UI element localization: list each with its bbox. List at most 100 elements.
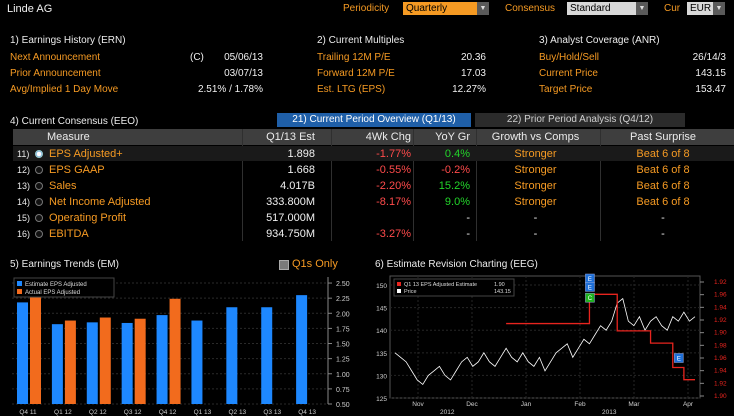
prior-announcement-value: 03/07/13 [224,68,263,79]
col-growth-comps[interactable]: Growth vs Comps [491,131,580,143]
row-radio[interactable] [35,166,43,174]
row-number: 11) [17,149,30,159]
bar-estimate[interactable] [121,322,133,404]
earnings-trends-title[interactable]: 5) Earnings Trends (EM) [10,259,119,270]
earnings-history-title[interactable]: 1) Earnings History (ERN) [10,35,126,46]
x-tick-label: Nov [412,401,424,408]
measure-name[interactable]: EPS GAAP [49,164,105,176]
trailing-pe-value: 20.36 [460,52,486,63]
event-marker-e[interactable] [674,353,684,363]
bar-actual[interactable] [64,320,76,404]
col-est[interactable]: Q1/13 Est [266,131,315,143]
target-price-label: Target Price [539,84,593,95]
measure-name[interactable]: EBITDA [49,228,89,240]
measure-name[interactable]: Sales [49,180,77,192]
x-tick-label: Apr [683,401,694,408]
legend-value: 143.15 [494,289,511,295]
chevron-down-icon[interactable]: ▼ [713,2,725,15]
estimate-line[interactable] [506,293,695,381]
consensus-value: Standard [570,3,611,14]
periodicity-select[interactable]: Quarterly ▼ [403,2,489,15]
current-consensus-title[interactable]: 4) Current Consensus (EEO) [10,116,139,127]
est-ltg-label: Est. LTG (EPS) [317,84,386,95]
chevron-down-icon[interactable]: ▼ [636,2,648,15]
row-radio[interactable] [35,230,43,238]
next-announcement-value: 05/06/13 [224,52,263,63]
bar-estimate[interactable] [51,324,63,404]
price-line[interactable] [394,297,696,386]
y-right-tick-label: 1.92 [714,380,727,387]
surprise-value: Beat 6 of 8 [636,180,690,192]
bar-estimate[interactable] [86,322,98,404]
x-tick-label: Q1 13 [194,409,212,416]
y-right-tick-label: 1.96 [714,355,727,362]
measure-name[interactable]: Net Income Adjusted [49,196,151,208]
row-radio[interactable] [35,182,43,190]
currency-select[interactable]: EUR ▼ [687,2,725,15]
y-left-tick-label: 150 [376,283,387,290]
col-measure[interactable]: Measure [47,131,90,143]
trailing-pe-label: Trailing 12M P/E [317,52,391,63]
y-tick-label: 1.25 [336,357,350,364]
event-marker-c[interactable] [585,292,595,303]
bar-estimate[interactable] [17,302,28,404]
q1s-only-checkbox[interactable] [279,260,289,270]
measure-name[interactable]: EPS Adjusted+ [49,148,123,160]
legend-swatch [397,289,401,293]
bar-estimate[interactable] [261,307,273,404]
est-value: 4.017B [280,180,315,192]
estimate-revision-title[interactable]: 6) Estimate Revision Charting (EEG) [375,259,538,270]
bar-actual[interactable] [99,317,111,404]
est-value: 934.750M [266,228,315,240]
line-legend [393,278,515,297]
col-4wk-chg[interactable]: 4Wk Chg [365,131,411,143]
tab-current-period[interactable]: 21) Current Period Overview (Q1/13) [277,113,471,127]
company-name: Linde AG [7,3,53,15]
q1s-only-label[interactable]: Q1s Only [292,258,338,270]
row-radio[interactable] [35,150,43,158]
bar-actual[interactable] [169,298,181,404]
x-tick-label: Q3 13 [263,409,281,416]
current-price-label: Current Price [539,68,598,79]
legend-label: Price [404,289,417,295]
chg-value: -3.27% [376,228,411,240]
event-marker-e[interactable] [585,282,595,292]
bar-actual[interactable] [134,318,146,404]
current-multiples-title[interactable]: 2) Current Multiples [317,35,405,46]
bar-actual[interactable] [30,281,41,404]
col-yoy-gr[interactable]: YoY Gr [435,131,470,143]
row-radio[interactable] [35,214,43,222]
current-price-value: 143.15 [695,68,726,79]
event-marker-label: E [588,277,592,283]
est-value: 1.668 [287,164,315,176]
growth-value: Stronger [514,180,557,192]
earnings-trends-chart[interactable]: 2.50 2.25 2.00 1.75 1.50 1.25 1.00 0.75 0.50 Q4 1… [8,273,365,416]
periodicity-value: Quarterly [406,3,448,14]
surprise-value: - [661,212,665,224]
measure-name[interactable]: Operating Profit [49,212,127,224]
consensus-select[interactable]: Standard ▼ [567,2,648,15]
row-number: 16) [17,229,31,239]
analyst-coverage-title[interactable]: 3) Analyst Coverage (ANR) [539,35,660,46]
tab-prior-period[interactable]: 22) Prior Period Analysis (Q4/12) [475,113,685,127]
col-past-surprise[interactable]: Past Surprise [629,131,697,143]
growth-value: Stronger [514,148,557,160]
yoy-value: -0.2% [441,164,470,176]
x-tick-label: Q4 13 [298,409,316,416]
est-value: 333.800M [266,196,315,208]
y-left-tick-label: 145 [376,306,387,313]
currency-value: EUR [690,3,712,14]
bar-estimate[interactable] [191,320,203,404]
surprise-value: Beat 6 of 8 [636,196,690,208]
estimate-revision-chart[interactable]: 150 145 140 135 130 125 1.92 1.96 1.94 1.92 1.90 1.… [370,272,734,416]
bar-estimate[interactable] [226,307,238,404]
bar-estimate[interactable] [296,295,308,404]
bar-estimate[interactable] [156,315,168,404]
growth-value: - [533,228,538,240]
chevron-down-icon[interactable]: ▼ [477,2,489,15]
chg-value: -2.20% [376,180,411,192]
event-marker-label: E [677,357,681,363]
row-radio[interactable] [35,198,43,206]
x-tick-label: Q2 12 [89,409,107,416]
y-tick-label: 2.50 [336,281,350,288]
